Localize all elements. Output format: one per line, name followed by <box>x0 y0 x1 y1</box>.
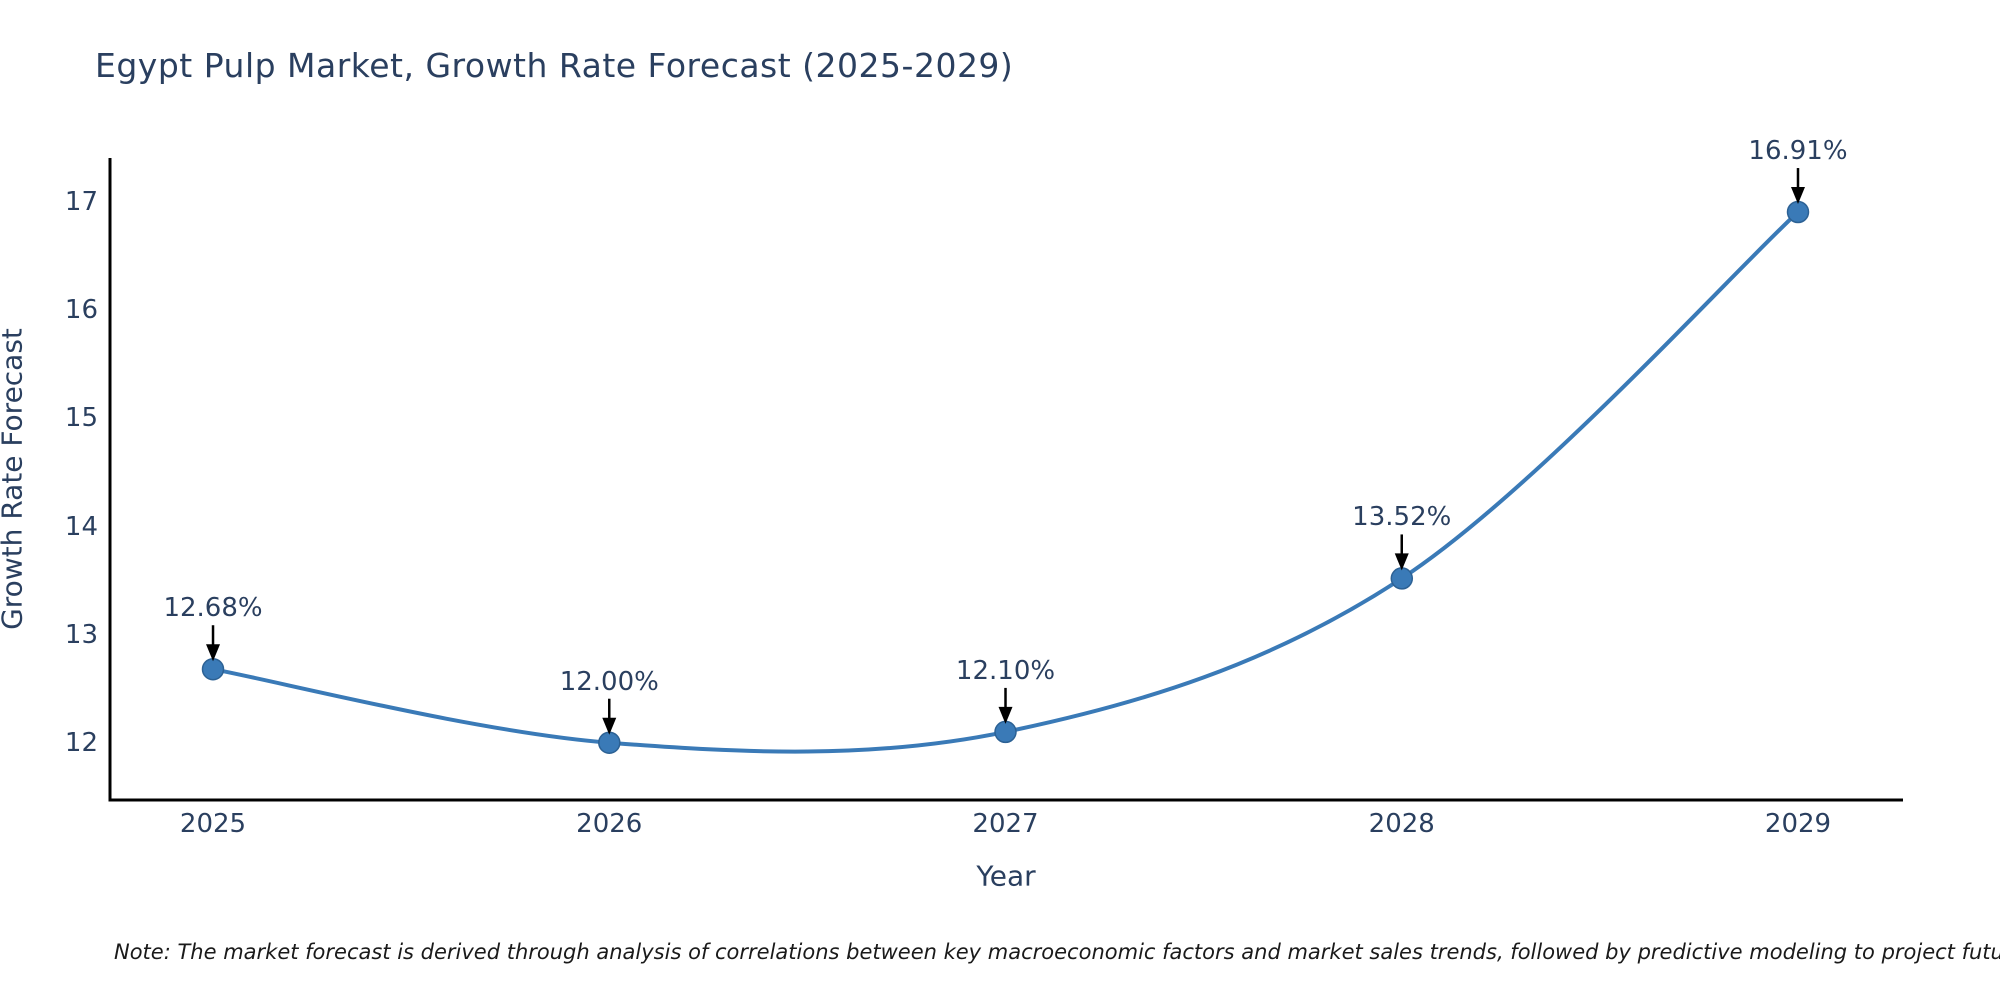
data-point-marker[interactable] <box>598 731 621 754</box>
x-tick-label: 2026 <box>576 809 643 839</box>
point-annotation-label: 13.52% <box>1352 502 1452 533</box>
footnote: Note: The market forecast is derived thr… <box>114 940 2000 964</box>
point-annotation-label: 16.91% <box>1748 136 1848 167</box>
annotation-arrowhead <box>206 644 221 662</box>
x-axis-title: Year <box>976 859 1036 893</box>
point-annotation-label: 12.68% <box>163 593 263 624</box>
trend-line <box>211 210 1800 754</box>
y-tick-label: 17 <box>64 187 98 218</box>
chart-title: Egypt Pulp Market, Growth Rate Forecast … <box>95 46 1014 85</box>
x-tick-label: 2029 <box>1764 809 1832 839</box>
data-point-marker[interactable] <box>1786 200 1810 224</box>
annotation-arrowhead <box>1394 553 1409 571</box>
x-tick-label: 2028 <box>1368 809 1435 839</box>
y-tick-label: 16 <box>64 295 98 326</box>
annotation-arrowhead <box>998 706 1013 724</box>
data-point-marker[interactable] <box>1390 567 1414 590</box>
x-tick-label: 2025 <box>179 809 247 839</box>
point-annotation-label: 12.10% <box>955 655 1056 686</box>
point-annotation-label: 12.00% <box>559 666 659 697</box>
x-tick-label: 2027 <box>972 809 1039 839</box>
data-point-marker[interactable] <box>994 720 1017 744</box>
data-point-marker[interactable] <box>201 657 225 681</box>
annotation-arrowhead <box>602 717 617 735</box>
annotation-arrowhead <box>1790 187 1805 205</box>
y-tick-label: 12 <box>64 727 98 758</box>
y-tick-label: 15 <box>64 403 98 434</box>
y-tick-label: 14 <box>64 511 98 542</box>
y-tick-label: 13 <box>64 619 98 650</box>
